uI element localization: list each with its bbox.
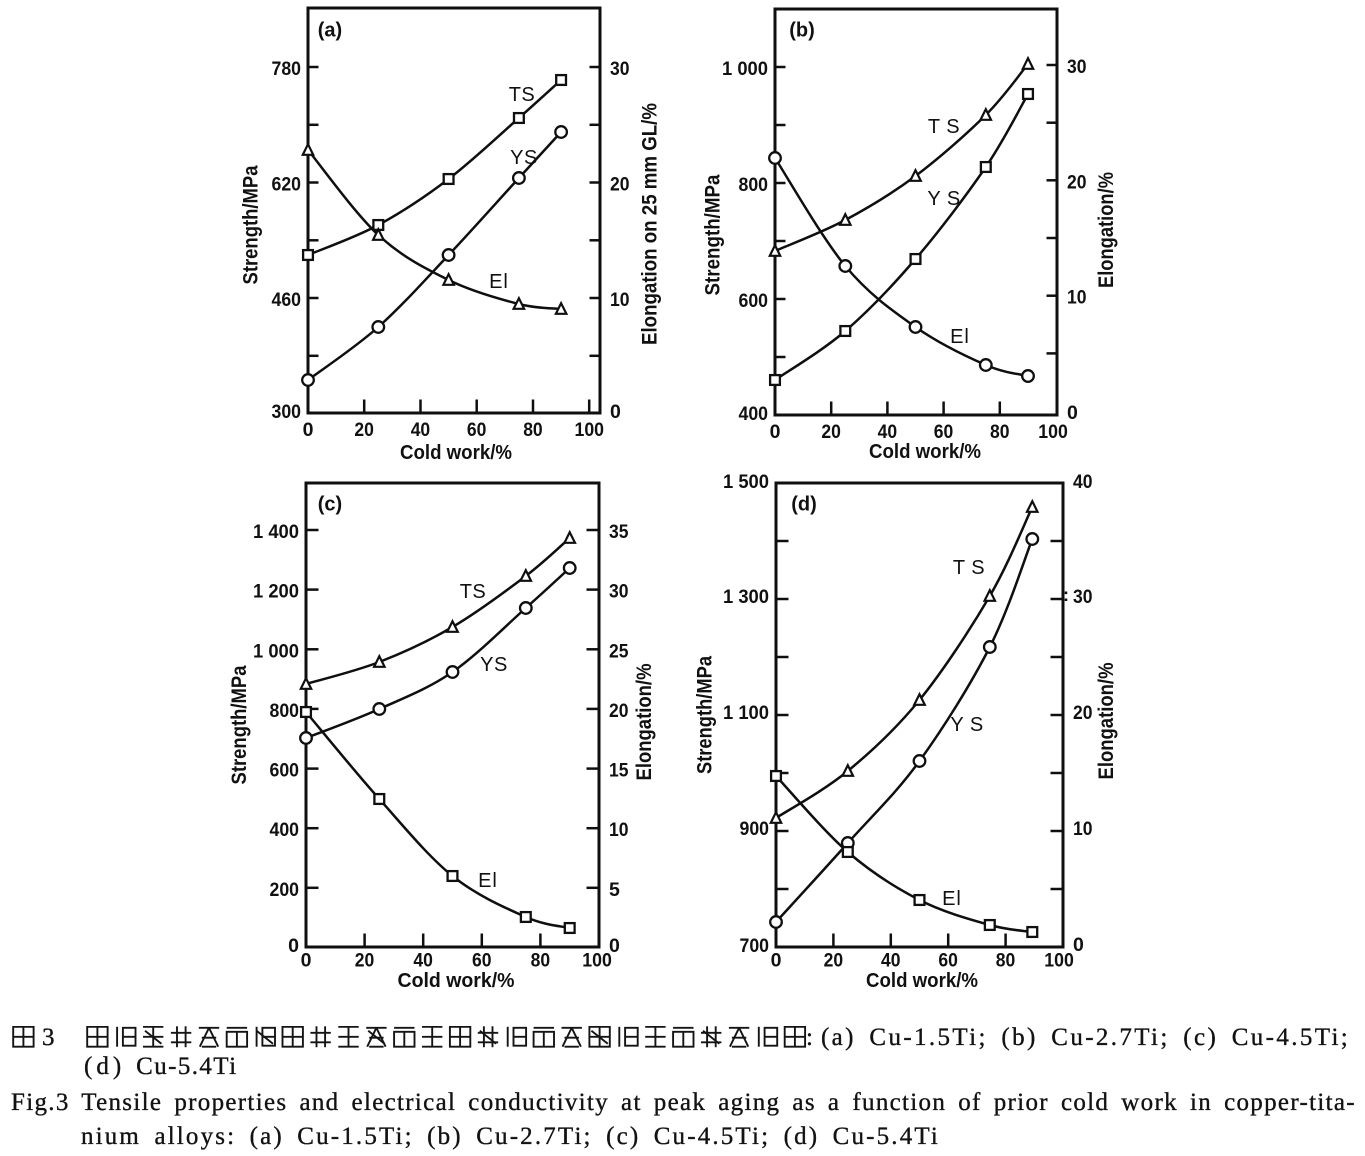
svg-text:800: 800 — [739, 174, 769, 196]
svg-text:200: 200 — [270, 879, 300, 901]
svg-text:10: 10 — [610, 289, 630, 311]
svg-text:80: 80 — [990, 421, 1010, 443]
svg-text:Elongation/%: Elongation/% — [633, 663, 656, 780]
svg-text:10: 10 — [1073, 818, 1093, 840]
svg-text:1 400: 1 400 — [253, 521, 299, 543]
svg-text:0: 0 — [1067, 402, 1078, 424]
svg-text:25: 25 — [609, 640, 629, 662]
svg-text:Strength/MPa: Strength/MPa — [240, 165, 263, 284]
svg-text:0: 0 — [770, 421, 781, 443]
svg-text:Strength/MPa: Strength/MPa — [694, 656, 717, 774]
svg-text:T S: T S — [953, 557, 985, 579]
svg-text:0: 0 — [301, 950, 312, 972]
svg-text:(d): (d) — [791, 494, 817, 516]
svg-text:20: 20 — [355, 950, 375, 972]
svg-text:Cold work/%: Cold work/% — [398, 970, 515, 992]
svg-text:80: 80 — [996, 950, 1016, 972]
svg-text:20: 20 — [609, 700, 629, 722]
svg-text:30: 30 — [1073, 586, 1093, 608]
svg-text:30: 30 — [610, 58, 630, 80]
svg-text:Y S: Y S — [927, 188, 960, 210]
svg-text:60: 60 — [934, 421, 954, 443]
svg-text:900: 900 — [740, 818, 770, 840]
svg-text:800: 800 — [270, 700, 300, 722]
svg-text:TS: TS — [509, 84, 536, 106]
svg-text:0: 0 — [1073, 934, 1084, 956]
svg-text:620: 620 — [272, 174, 302, 196]
svg-text:600: 600 — [739, 290, 769, 312]
svg-text:(c): (c) — [318, 494, 342, 516]
svg-text:400: 400 — [739, 403, 769, 425]
svg-text:100: 100 — [582, 950, 612, 972]
svg-text:20: 20 — [824, 950, 844, 972]
svg-text:20: 20 — [1067, 171, 1087, 193]
svg-text:400: 400 — [270, 819, 300, 841]
svg-text:80: 80 — [531, 950, 551, 972]
svg-text:700: 700 — [740, 935, 770, 957]
svg-text:(b): (b) — [789, 20, 815, 42]
svg-text:Elongation/%: Elongation/% — [1095, 172, 1118, 288]
svg-text:1 500: 1 500 — [723, 471, 769, 493]
svg-text:1 000: 1 000 — [253, 640, 299, 662]
svg-text:0: 0 — [303, 419, 314, 441]
svg-text:100: 100 — [575, 419, 605, 441]
svg-text:100: 100 — [1044, 950, 1074, 972]
svg-text:15: 15 — [609, 760, 629, 782]
svg-text:40: 40 — [881, 950, 901, 972]
svg-text:60: 60 — [467, 419, 487, 441]
svg-text:Cold work/%: Cold work/% — [866, 970, 978, 992]
svg-text:El: El — [942, 888, 962, 910]
svg-text:1 100: 1 100 — [723, 702, 769, 724]
svg-text:780: 780 — [272, 58, 302, 80]
svg-text:(a): (a) — [318, 20, 342, 42]
svg-text:30: 30 — [1067, 56, 1087, 78]
svg-text:YS: YS — [510, 147, 538, 169]
svg-text:10: 10 — [609, 819, 629, 841]
svg-text:0: 0 — [288, 935, 299, 957]
svg-text:Strength/MPa: Strength/MPa — [702, 174, 725, 295]
svg-text:0: 0 — [771, 950, 782, 972]
svg-text:1 000: 1 000 — [722, 58, 768, 80]
svg-text:10: 10 — [1067, 287, 1087, 309]
svg-text:40: 40 — [878, 421, 898, 443]
svg-text:El: El — [478, 870, 498, 892]
svg-text:Cold work/%: Cold work/% — [869, 441, 981, 463]
svg-text:YS: YS — [480, 654, 508, 676]
svg-text:20: 20 — [1073, 702, 1093, 724]
svg-text:80: 80 — [523, 419, 543, 441]
svg-text:Strength/MPa: Strength/MPa — [228, 665, 251, 784]
svg-text:40: 40 — [413, 950, 433, 972]
svg-text:60: 60 — [938, 950, 958, 972]
svg-text:40: 40 — [411, 419, 431, 441]
svg-text:El: El — [950, 326, 970, 348]
svg-text:60: 60 — [472, 950, 492, 972]
svg-text:Y S: Y S — [950, 714, 983, 736]
svg-text:TS: TS — [460, 581, 487, 603]
svg-text:30: 30 — [609, 581, 629, 603]
svg-text:5: 5 — [609, 879, 620, 901]
svg-text::: : — [1063, 585, 1069, 605]
svg-text:20: 20 — [821, 421, 841, 443]
svg-text:1 200: 1 200 — [253, 581, 299, 603]
svg-text:35: 35 — [609, 521, 629, 543]
svg-text:T S: T S — [928, 116, 960, 138]
svg-text:20: 20 — [610, 174, 630, 196]
svg-text:20: 20 — [354, 419, 374, 441]
svg-text:0: 0 — [610, 401, 621, 423]
svg-text:100: 100 — [1038, 421, 1068, 443]
svg-text:460: 460 — [272, 289, 302, 311]
svg-text:300: 300 — [272, 401, 302, 423]
svg-text:El: El — [489, 271, 509, 293]
svg-text:1 300: 1 300 — [723, 586, 769, 608]
svg-text:0: 0 — [609, 935, 620, 957]
svg-text:40: 40 — [1073, 471, 1093, 493]
svg-text:Elongation/%: Elongation/% — [1095, 662, 1118, 779]
svg-text:Elongation on 25 mm GL/%: Elongation on 25 mm GL/% — [639, 103, 662, 345]
svg-text:Cold work/%: Cold work/% — [400, 442, 512, 464]
svg-text:600: 600 — [270, 760, 300, 782]
